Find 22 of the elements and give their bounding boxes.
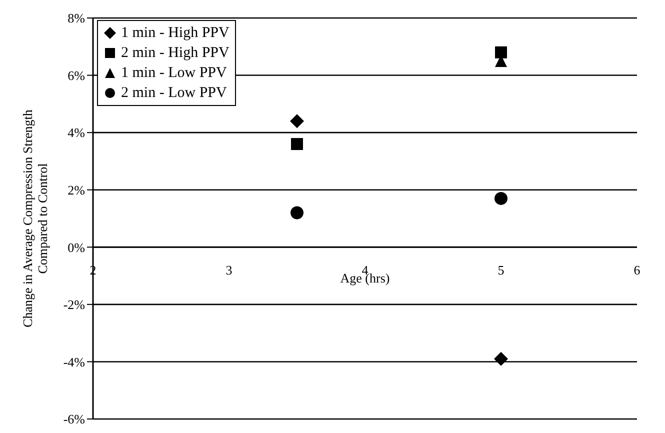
x-tick-label: 5: [498, 262, 504, 278]
point: [495, 46, 507, 58]
point: [291, 138, 303, 150]
legend-label: 1 min - High PPV: [121, 24, 230, 43]
y-tick-label: 6%: [68, 68, 86, 83]
legend-label: 2 min - High PPV: [121, 44, 230, 63]
x-tick-label: 3: [226, 262, 232, 278]
y-tick-label: -6%: [63, 412, 86, 427]
legend-label: 1 min - Low PPV: [121, 64, 227, 83]
x-tick-label: 6: [634, 262, 641, 278]
y-tick-label: 2%: [68, 182, 86, 198]
y-tick-label: 8%: [68, 10, 86, 26]
y-axis-title: Change in Average Compression Strength Compared to Control: [20, 109, 50, 328]
legend-label: 2 min - Low PPV: [121, 84, 227, 103]
point: [290, 206, 304, 220]
y-tick-label: 4%: [68, 125, 86, 140]
point: [494, 352, 508, 366]
y-tick-label: 0%: [68, 240, 86, 255]
point: [290, 114, 304, 128]
y-tick-label: -4%: [63, 354, 86, 370]
point: [494, 192, 508, 205]
y-tick-label: -2%: [63, 297, 86, 312]
